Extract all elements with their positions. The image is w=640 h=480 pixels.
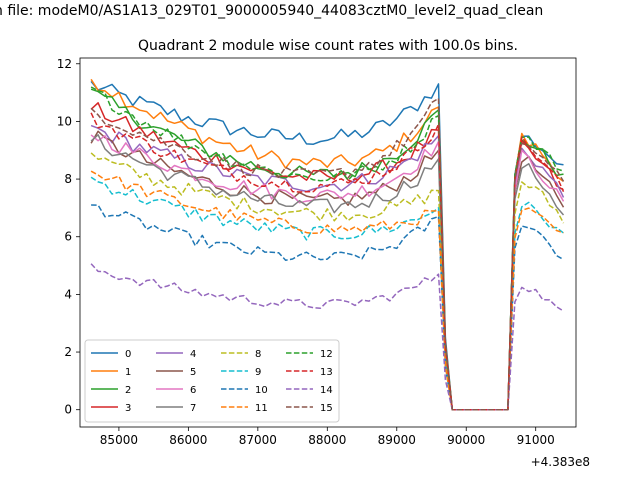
legend-label-11: 11	[255, 403, 268, 414]
legend-label-13: 13	[320, 367, 333, 378]
x-tick-label-0: 85000	[100, 433, 138, 447]
x-tick-label-6: 91000	[517, 433, 555, 447]
plot-area	[79, 57, 577, 428]
legend-box	[84, 339, 340, 423]
legend-label-7: 7	[190, 403, 196, 414]
y-axis: 0 2 4 6 8 10 12	[57, 57, 80, 417]
chart-title: Quadrant 2 module wise count rates with …	[138, 38, 518, 54]
x-tick-label-5: 90000	[447, 433, 485, 447]
y-tick-label-4: 8	[64, 172, 72, 186]
y-tick-label-6: 12	[57, 57, 72, 71]
series-line-12	[90, 86, 564, 411]
figure-suptitle: n file: modeM0/AS1A13_029T01_9000005940_…	[0, 3, 543, 19]
legend-label-12: 12	[320, 349, 333, 360]
legend-label-9: 9	[255, 367, 261, 378]
legend-label-10: 10	[255, 385, 268, 396]
x-tick-label-2: 87000	[239, 433, 277, 447]
x-tick-label-4: 89000	[378, 433, 416, 447]
legend-label-1: 1	[125, 367, 131, 378]
legend-label-14: 14	[320, 385, 333, 396]
legend-label-6: 6	[190, 385, 196, 396]
legend-label-5: 5	[190, 367, 196, 378]
x-tick-label-1: 86000	[169, 433, 207, 447]
y-tick-label-3: 6	[64, 230, 72, 244]
x-axis-offset-text: +4.383e8	[531, 455, 590, 469]
series-line-9	[90, 176, 564, 411]
y-tick-label-2: 4	[64, 287, 72, 301]
series-line-15	[90, 97, 565, 411]
axes-frame	[79, 57, 577, 428]
y-tick-label-5: 10	[57, 114, 72, 128]
x-tick-label-3: 88000	[308, 433, 346, 447]
y-tick-label-1: 2	[64, 345, 72, 359]
legend-label-15: 15	[320, 403, 333, 414]
legend-label-3: 3	[125, 403, 131, 414]
legend-label-8: 8	[255, 349, 261, 360]
legend-label-0: 0	[125, 349, 131, 360]
legend-label-4: 4	[190, 349, 196, 360]
legend-label-2: 2	[125, 385, 131, 396]
x-axis: 85000 86000 87000 88000 89000 90000 91000	[100, 427, 555, 447]
y-tick-label-0: 0	[64, 403, 72, 417]
